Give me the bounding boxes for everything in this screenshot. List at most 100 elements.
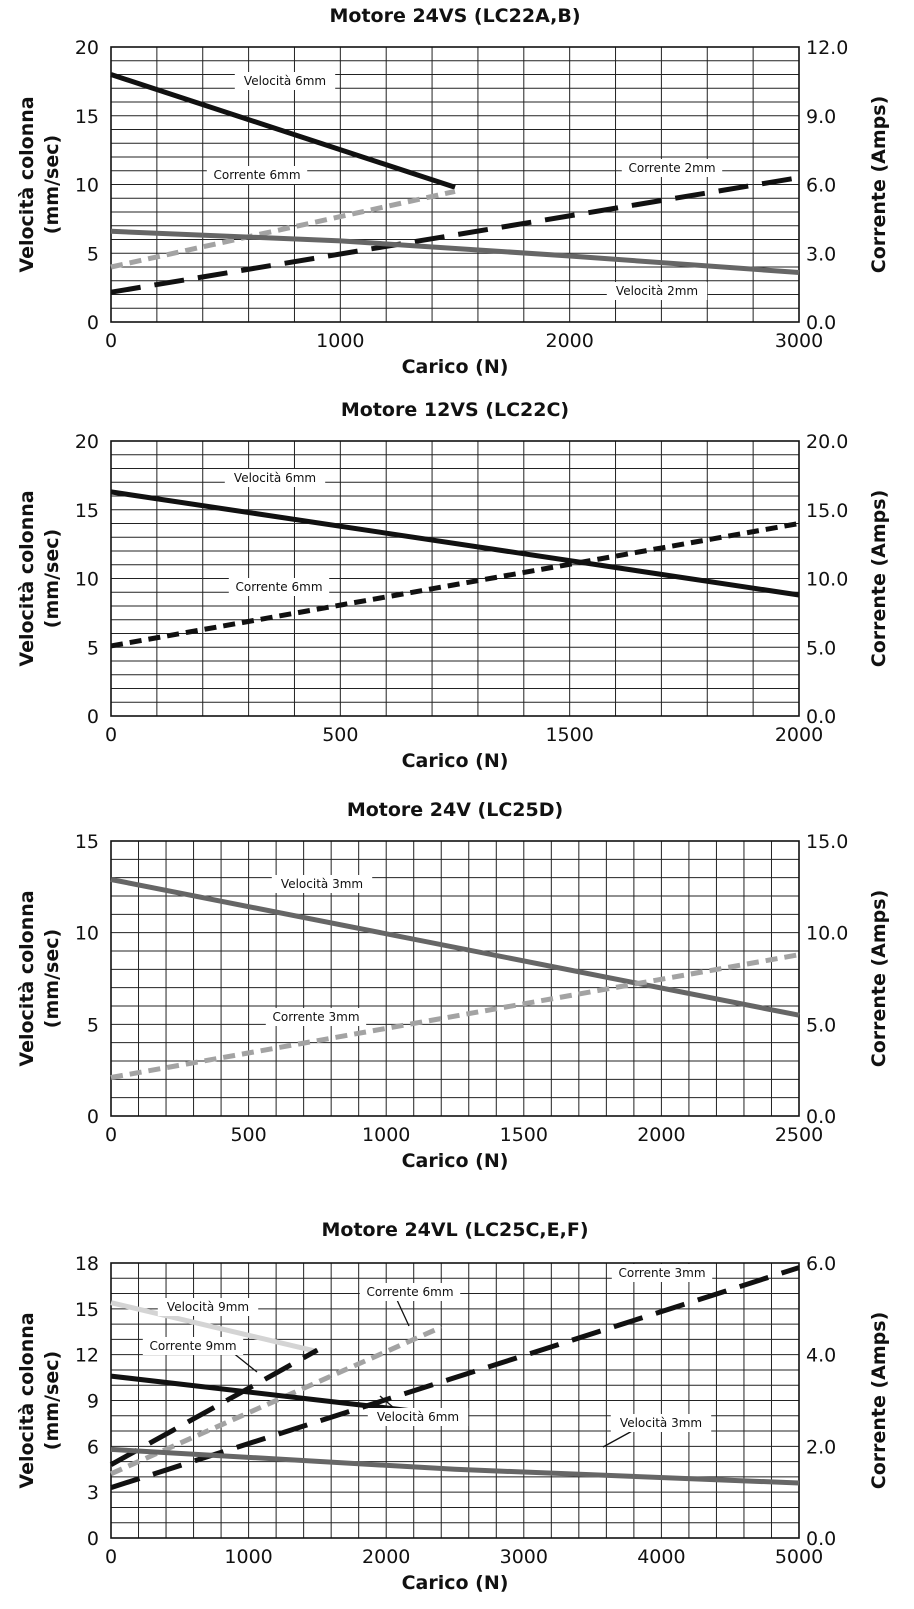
series-line — [110, 175, 800, 295]
y-axis-title-left: Velocità colonna (mm/sec) — [16, 96, 63, 272]
series-label-bg — [610, 1414, 712, 1432]
series-line — [110, 1265, 800, 1490]
x-tick-label: 3000 — [500, 1546, 548, 1568]
series-line — [110, 952, 800, 1080]
x-tick-label: 0 — [105, 724, 117, 746]
y-right-tick-label: 0.0 — [806, 706, 836, 728]
y-axis-title-line: (mm/sec) — [41, 135, 63, 234]
plot-frame — [110, 440, 800, 717]
series-label: Corrente 3mm — [618, 1266, 705, 1280]
y-right-tick-label: 0.0 — [806, 1106, 836, 1128]
series-label-bg — [611, 1264, 713, 1282]
series-line — [110, 489, 800, 598]
y-axis-title-right: Corrente (Amps) — [868, 96, 890, 274]
y-left-tick-label: 3 — [87, 1482, 99, 1504]
x-tick-label: 3000 — [775, 330, 823, 352]
x-tick-label: 1000 — [316, 330, 364, 352]
series-label: Corrente 6mm — [213, 168, 300, 182]
chart-title: Motore 24VL (LC25C,E,F) — [321, 1219, 588, 1241]
y-left-tick-label: 9 — [87, 1391, 99, 1413]
y-right-tick-label: 15.0 — [806, 831, 848, 853]
y-right-tick-label: 2.0 — [806, 1436, 836, 1458]
y-left-tick-label: 10 — [75, 175, 99, 197]
chart-2: Motore 12VS (LC22C) 0 500 1500 2000 0 5 10 15 20 0… — [16, 399, 890, 772]
y-left-tick-label: 15 — [75, 500, 99, 522]
series-line — [109, 1324, 443, 1477]
series-label-bg — [606, 282, 708, 300]
x-tick-label: 1500 — [500, 1124, 548, 1146]
series-label-bg — [228, 578, 330, 596]
x-tick-label: 0 — [105, 330, 117, 352]
series-label: Corrente 2mm — [628, 161, 715, 175]
y-right-tick-label: 5.0 — [806, 637, 836, 659]
y-left-tick-label: 12 — [75, 1345, 99, 1367]
y-left-tick-label: 15 — [75, 831, 99, 853]
y-axis-title-line: Velocità colonna — [16, 890, 38, 1066]
y-left-tick-label: 10 — [75, 923, 99, 945]
y-right-tick-label: 12.0 — [806, 37, 848, 59]
y-axis-title-line: Velocità colonna — [16, 1312, 38, 1488]
series-line — [110, 228, 800, 275]
x-axis-title: Carico (N) — [402, 1150, 509, 1172]
x-axis-title: Carico (N) — [402, 356, 509, 378]
y-axis-title-line: Velocità colonna — [16, 490, 38, 666]
y-right-tick-label: 6.0 — [806, 175, 836, 197]
y-axis-title-left: Velocità colonna (mm/sec) — [16, 890, 63, 1066]
x-tick-label: 2000 — [545, 330, 593, 352]
y-left-tick-label: 0 — [87, 312, 99, 334]
grid — [111, 841, 799, 1116]
series-label-bg — [271, 875, 373, 893]
x-tick-label: 1000 — [224, 1546, 272, 1568]
series-line — [110, 188, 456, 270]
y-axis-title-left: Velocità colonna (mm/sec) — [16, 1312, 63, 1488]
chart-4: Motore 24VL (LC25C,E,F) 0 1000 2000 3000 4000… — [16, 1219, 890, 1594]
chart-3: Motore 24V (LC25D) 0 500 1000 1500 2000 2500 0 5… — [16, 799, 890, 1172]
y-axis-title-right: Corrente (Amps) — [868, 1312, 890, 1490]
x-tick-label: 5000 — [775, 1546, 823, 1568]
series-label: Velocità 2mm — [616, 284, 698, 298]
x-tick-label: 2500 — [775, 1124, 823, 1146]
series-label: Corrente 6mm — [366, 1285, 453, 1299]
series-label-bg — [224, 469, 326, 487]
series-label: Velocità 3mm — [620, 1416, 702, 1430]
y-right-tick-label: 20.0 — [806, 431, 848, 453]
y-left-tick-label: 20 — [75, 431, 99, 453]
series-label-bg — [157, 1298, 259, 1316]
x-axis-title: Carico (N) — [402, 1572, 509, 1594]
y-right-tick-label: 6.0 — [806, 1253, 836, 1275]
y-left-tick-label: 5 — [87, 1014, 99, 1036]
y-right-tick-label: 4.0 — [806, 1345, 836, 1367]
y-left-tick-label: 18 — [75, 1253, 99, 1275]
series-label: Velocità 6mm — [377, 1410, 459, 1424]
y-right-tick-label: 9.0 — [806, 106, 836, 128]
series-line — [110, 1446, 800, 1486]
series-line — [110, 72, 456, 190]
callout-leader — [379, 1395, 395, 1409]
y-left-tick-label: 0 — [87, 1528, 99, 1550]
callout-leader — [231, 1351, 258, 1373]
y-left-tick-label: 20 — [75, 37, 99, 59]
x-tick-label: 2000 — [775, 724, 823, 746]
series-label: Velocità 6mm — [244, 74, 326, 88]
y-right-tick-label: 0.0 — [806, 312, 836, 334]
series-line — [110, 1373, 428, 1416]
y-axis-title-right: Corrente (Amps) — [868, 890, 890, 1068]
y-axis-title-right: Corrente (Amps) — [868, 490, 890, 668]
x-tick-label: 2000 — [637, 1124, 685, 1146]
plot-frame — [110, 840, 800, 1117]
callout-leader — [396, 1299, 410, 1327]
series-label: Velocità 9mm — [167, 1300, 249, 1314]
series-line — [110, 1300, 318, 1355]
x-tick-label: 1500 — [545, 724, 593, 746]
callout-leader — [602, 1429, 635, 1448]
series-label-bg — [206, 166, 308, 184]
y-left-tick-label: 0 — [87, 1106, 99, 1128]
series-label: Velocità 6mm — [234, 471, 316, 485]
y-left-tick-label: 6 — [87, 1436, 99, 1458]
series-label-bg — [265, 1008, 367, 1026]
y-left-tick-label: 5 — [87, 637, 99, 659]
y-axis-title-line: (mm/sec) — [41, 1351, 63, 1450]
x-tick-label: 0 — [105, 1546, 117, 1568]
chart-title: Motore 24VS (LC22A,B) — [329, 5, 580, 27]
